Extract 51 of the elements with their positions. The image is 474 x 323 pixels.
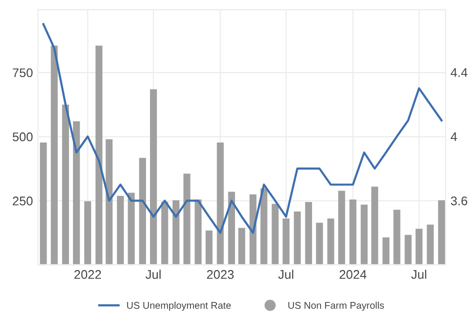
- bar: [206, 230, 212, 265]
- bar: [116, 196, 124, 265]
- bar: [294, 212, 301, 265]
- bar: [40, 142, 47, 265]
- bar: [238, 228, 246, 265]
- bar: [260, 188, 268, 265]
- x-tick-label: 2024: [340, 270, 366, 279]
- bar: [228, 192, 236, 265]
- bar: [84, 201, 92, 265]
- bar: [327, 218, 334, 265]
- y2-tick-label: 3.6: [450, 196, 468, 206]
- bar: [106, 139, 113, 265]
- line-series: [42, 23, 443, 234]
- x-tick-label: 2023: [207, 270, 234, 279]
- bar: [371, 186, 378, 265]
- bar: [404, 234, 412, 265]
- bar: [360, 204, 368, 265]
- bar: [96, 46, 102, 265]
- y-tick-label: 750: [12, 68, 33, 78]
- bar: [216, 142, 224, 265]
- bar: [194, 199, 202, 265]
- x-tick-label: Jul: [278, 270, 294, 279]
- y2-tick-label: 4.4: [450, 68, 468, 77]
- bar: [150, 89, 157, 265]
- bar: [72, 121, 80, 265]
- legend-label: US Non Farm Payrolls: [288, 302, 384, 311]
- bar: [426, 224, 434, 265]
- y-tick-label: 250: [12, 196, 33, 206]
- bar: [250, 194, 256, 265]
- y2-tick-label: 4: [450, 132, 458, 141]
- bar: [382, 237, 390, 265]
- x-tick-label: Jul: [411, 270, 426, 279]
- legend-label: US Unemployment Rate: [127, 302, 231, 311]
- bar: [438, 200, 446, 265]
- bar: [338, 190, 346, 265]
- bar: [316, 222, 323, 265]
- bar: [272, 204, 279, 265]
- bar: [393, 210, 400, 265]
- x-tick-label: 2022: [74, 270, 101, 279]
- bar: [305, 202, 312, 265]
- y-tick-label: 500: [12, 132, 33, 142]
- bar: [128, 192, 135, 265]
- x-tick-label: Jul: [146, 270, 161, 279]
- bar: [50, 46, 58, 265]
- bar: [416, 228, 422, 265]
- bar: [349, 199, 356, 265]
- bar: [183, 174, 190, 265]
- bar: [139, 158, 146, 265]
- bar: [172, 200, 180, 265]
- bar: [282, 218, 290, 265]
- bar: [62, 104, 69, 265]
